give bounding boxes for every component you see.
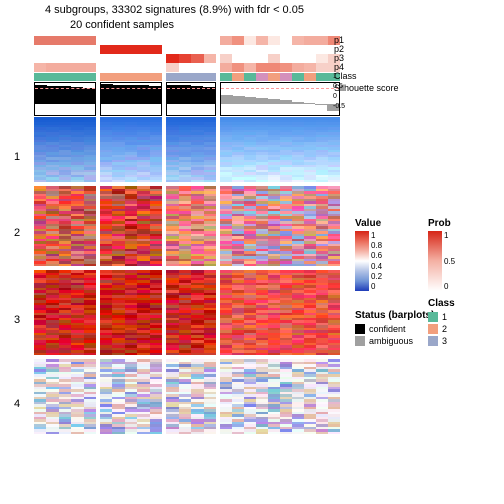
annot-row-class: [220, 73, 340, 81]
column-group-4: [220, 36, 340, 434]
annot-row-p2: [166, 45, 216, 54]
column-group-container: [34, 36, 340, 434]
heatmap-block-1: [220, 117, 340, 182]
legend-swatch: confident: [355, 323, 434, 335]
block-label-4: 4: [14, 366, 20, 441]
annot-row-p2: [34, 45, 96, 54]
annot-row-p3: [100, 54, 162, 63]
legend-prob: Prob 10.50: [428, 218, 451, 291]
heatmap-block-3: [166, 270, 216, 355]
heatmap-block-3: [220, 270, 340, 355]
chart-subtitle: 20 confident samples: [70, 19, 174, 31]
heatmap-block-2: [220, 186, 340, 266]
heatmap-row-block-labels: 1234: [14, 124, 20, 441]
legend-swatch: 2: [428, 323, 455, 335]
legend-prob-title: Prob: [428, 218, 451, 229]
legend-value-title: Value: [355, 218, 381, 229]
heatmap-block-2: [166, 186, 216, 266]
annot-row-p1: [100, 36, 162, 45]
legend-class-title: Class: [428, 298, 455, 309]
annot-row-p4: [100, 63, 162, 72]
block-label-3: 3: [14, 277, 20, 362]
heatmap-block-3: [34, 270, 96, 355]
silhouette-ticks: 10.50-0.5: [333, 73, 345, 113]
annot-row-p4: [220, 63, 340, 72]
annot-row-p3: [166, 54, 216, 63]
column-group-2: [100, 36, 162, 434]
legend-value: Value 10.80.60.40.20: [355, 218, 381, 291]
silhouette-barplot: [34, 82, 96, 116]
annot-row-p2: [220, 45, 340, 54]
heatmap-block-3: [100, 270, 162, 355]
silhouette-barplot: [220, 82, 340, 116]
heatmap-block-4: [220, 359, 340, 434]
annot-row-p4: [34, 63, 96, 72]
annot-row-class: [100, 73, 162, 81]
heatmap-block-1: [166, 117, 216, 182]
heatmap-block-2: [100, 186, 162, 266]
legend-status-title: Status (barplots): [355, 310, 434, 321]
annot-row-p3: [220, 54, 340, 63]
legend-prob-ticks: 10.50: [444, 231, 455, 291]
heatmap-block-1: [100, 117, 162, 182]
legend-value-gradient: [355, 231, 369, 291]
annot-row-p4: [166, 63, 216, 72]
legend-prob-gradient: [428, 231, 442, 291]
legend-value-ticks: 10.80.60.40.20: [371, 231, 382, 291]
silhouette-barplot: [100, 82, 162, 116]
annot-row-p1: [220, 36, 340, 45]
heatmap-block-4: [166, 359, 216, 434]
heatmap-block-1: [34, 117, 96, 182]
block-label-1: 1: [14, 124, 20, 189]
legend-swatch: ambiguous: [355, 335, 434, 347]
legend-status: Status (barplots) confidentambiguous: [355, 310, 434, 347]
legend-swatch: 3: [428, 335, 455, 347]
chart-title: 4 subgroups, 33302 signatures (8.9%) wit…: [45, 4, 304, 16]
heatmap-block-4: [34, 359, 96, 434]
legend-class: Class 123: [428, 298, 455, 347]
annot-row-p3: [34, 54, 96, 63]
legend-swatch: 1: [428, 311, 455, 323]
column-group-3: [166, 36, 216, 434]
annot-row-p1: [166, 36, 216, 45]
annot-row-class: [166, 73, 216, 81]
column-group-1: [34, 36, 96, 434]
annot-row-class: [34, 73, 96, 81]
block-label-2: 2: [14, 193, 20, 273]
silhouette-barplot: [166, 82, 216, 116]
heatmap-block-2: [34, 186, 96, 266]
annot-row-p1: [34, 36, 96, 45]
heatmap-block-4: [100, 359, 162, 434]
annot-row-p2: [100, 45, 162, 54]
